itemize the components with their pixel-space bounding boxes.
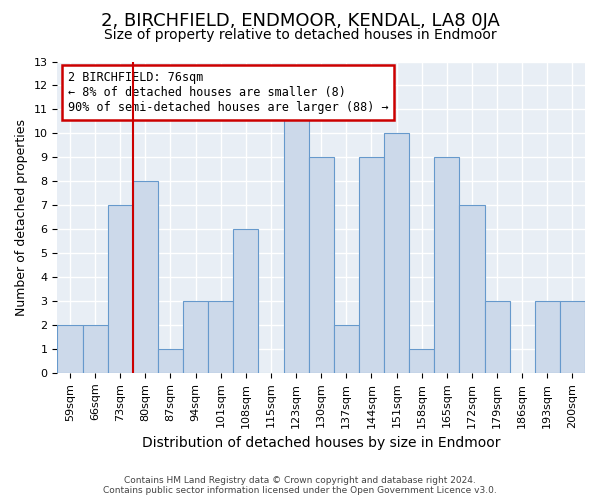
Bar <box>83 325 107 373</box>
Y-axis label: Number of detached properties: Number of detached properties <box>15 118 28 316</box>
Bar <box>208 301 233 373</box>
X-axis label: Distribution of detached houses by size in Endmoor: Distribution of detached houses by size … <box>142 436 500 450</box>
Bar <box>434 158 460 373</box>
Text: 2 BIRCHFIELD: 76sqm
← 8% of detached houses are smaller (8)
90% of semi-detached: 2 BIRCHFIELD: 76sqm ← 8% of detached hou… <box>68 71 389 114</box>
Bar <box>384 134 409 373</box>
Bar <box>233 229 259 373</box>
Text: Size of property relative to detached houses in Endmoor: Size of property relative to detached ho… <box>104 28 496 42</box>
Bar <box>107 205 133 373</box>
Bar <box>183 301 208 373</box>
Bar <box>133 182 158 373</box>
Bar <box>460 205 485 373</box>
Bar <box>359 158 384 373</box>
Bar <box>560 301 585 373</box>
Bar <box>485 301 509 373</box>
Text: Contains HM Land Registry data © Crown copyright and database right 2024.
Contai: Contains HM Land Registry data © Crown c… <box>103 476 497 495</box>
Bar <box>535 301 560 373</box>
Bar <box>334 325 359 373</box>
Bar <box>409 349 434 373</box>
Bar <box>58 325 83 373</box>
Bar <box>308 158 334 373</box>
Bar <box>284 110 308 373</box>
Bar <box>158 349 183 373</box>
Text: 2, BIRCHFIELD, ENDMOOR, KENDAL, LA8 0JA: 2, BIRCHFIELD, ENDMOOR, KENDAL, LA8 0JA <box>101 12 499 30</box>
